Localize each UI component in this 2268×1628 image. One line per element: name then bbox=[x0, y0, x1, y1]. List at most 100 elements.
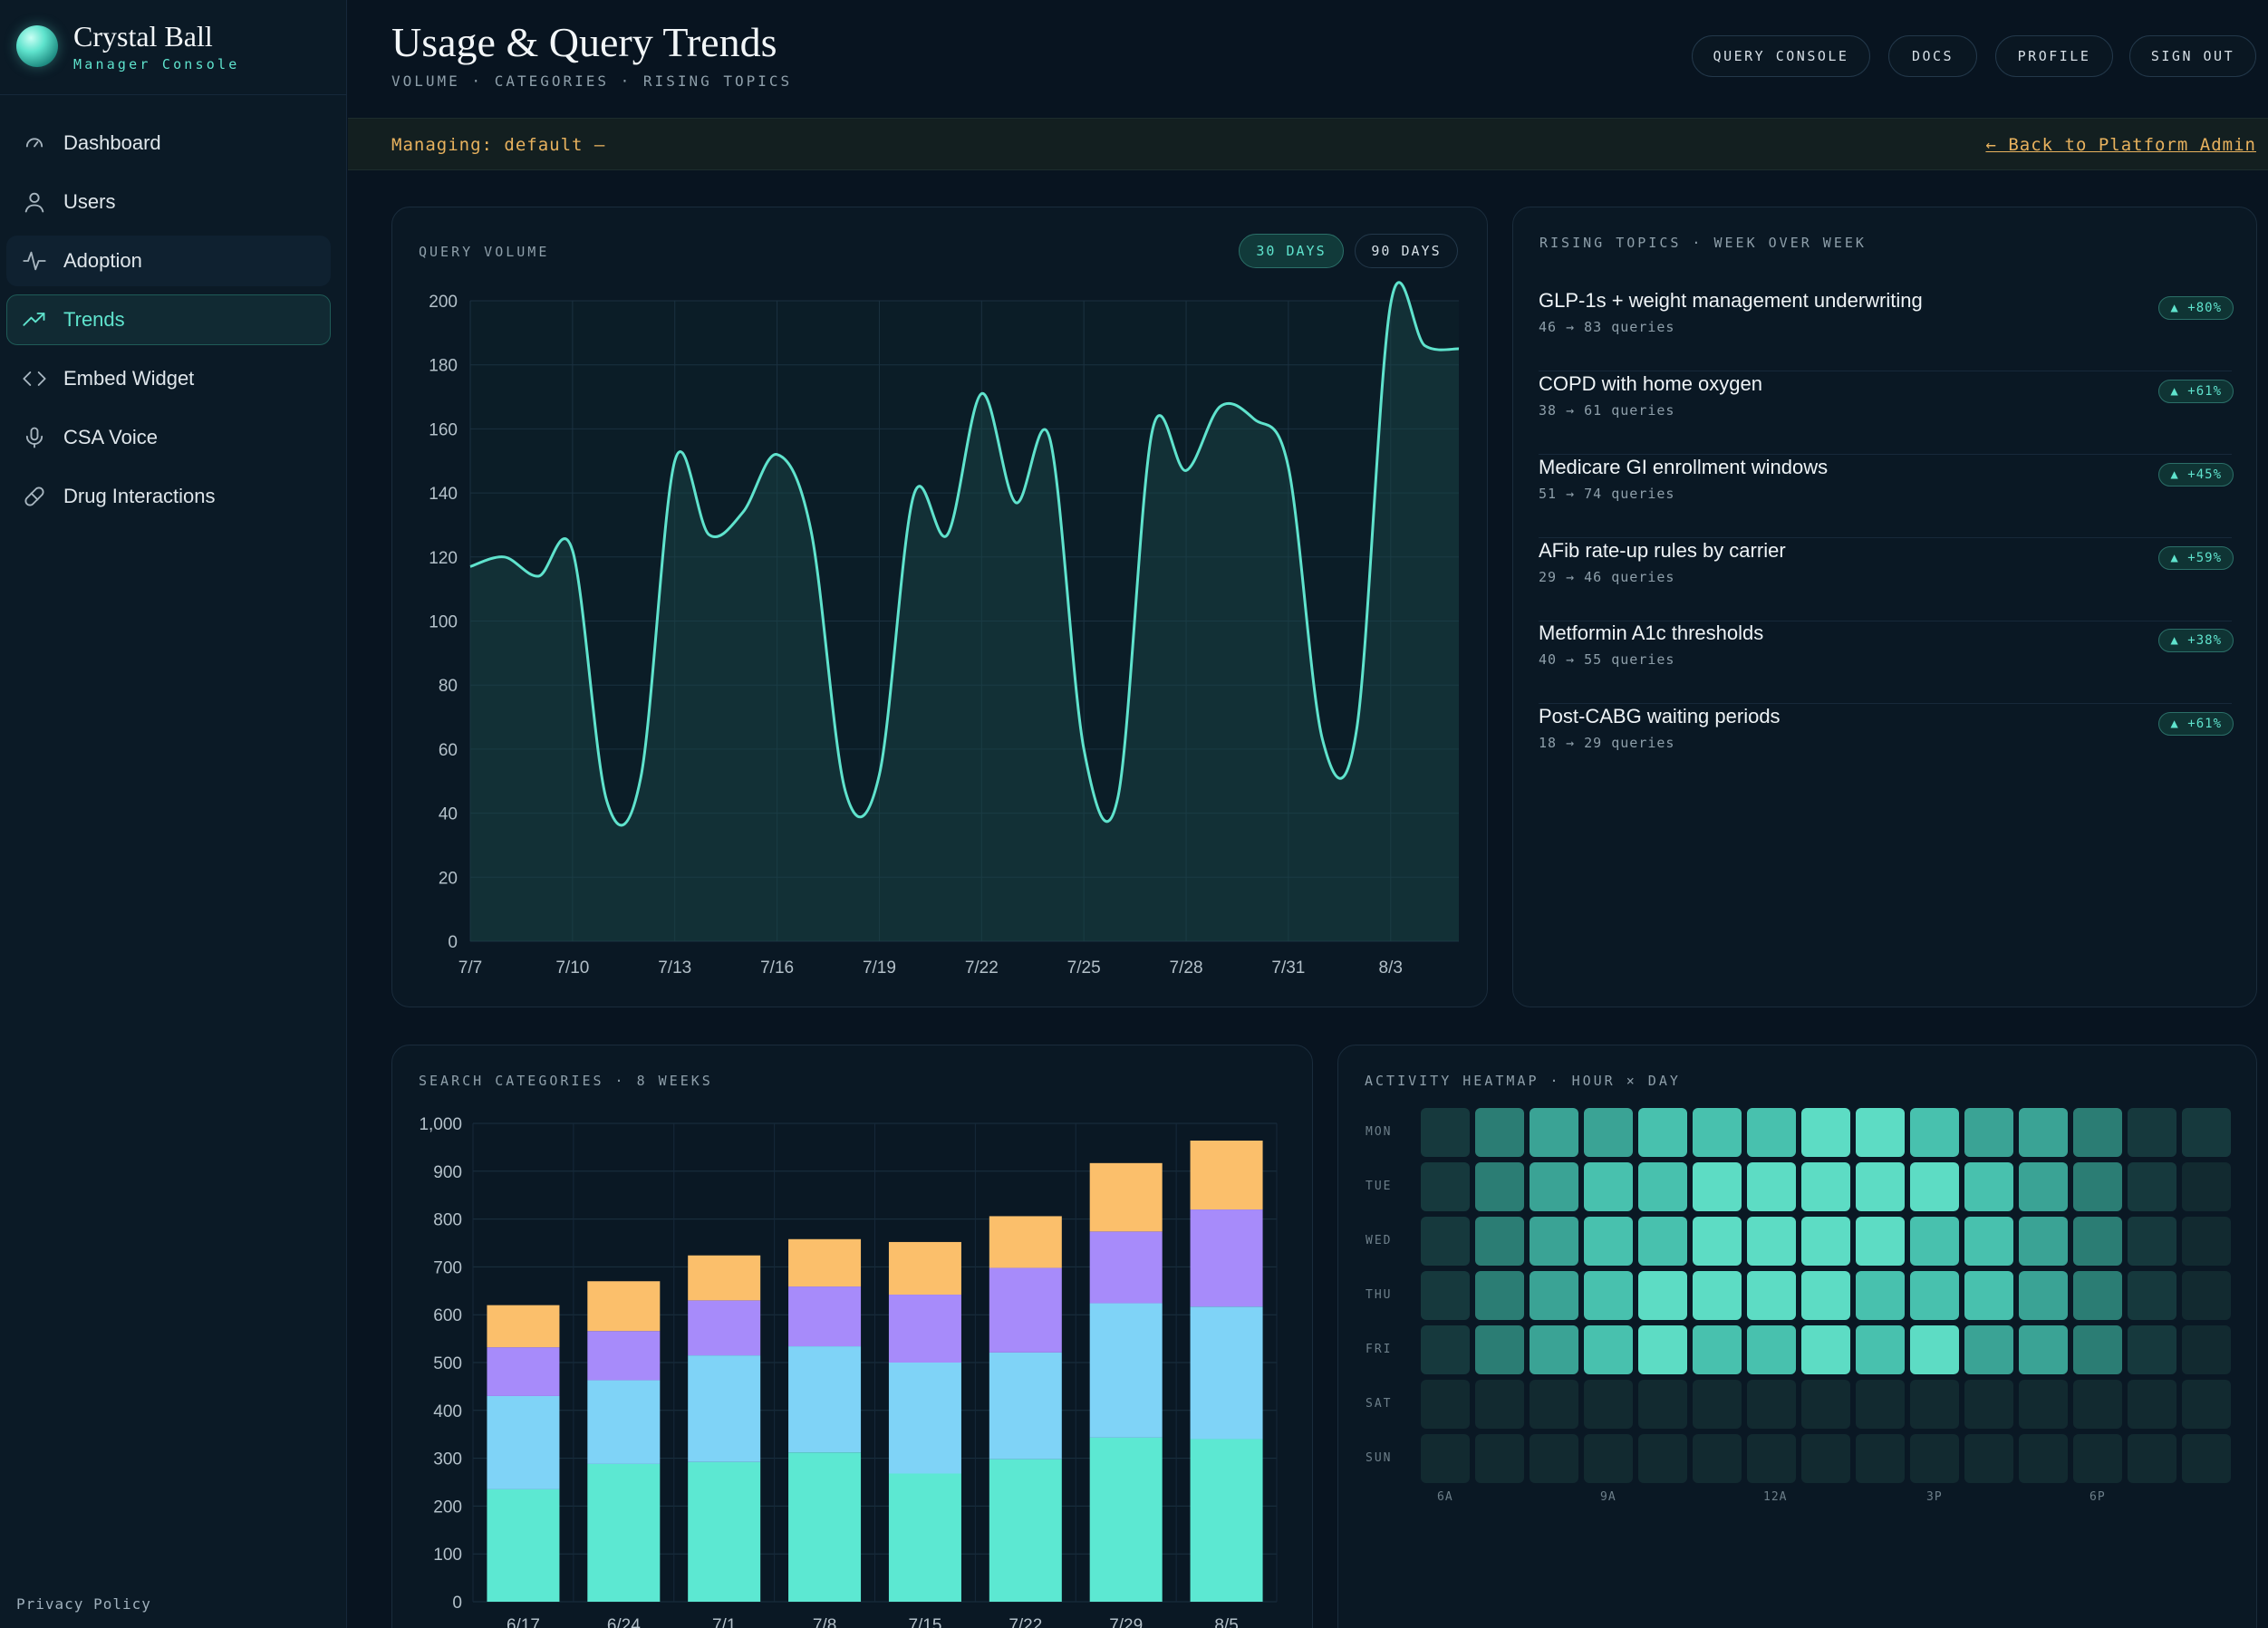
heatmap-cell bbox=[1584, 1434, 1633, 1483]
heatmap-cell bbox=[1638, 1108, 1687, 1157]
sidebar-item-dashboard[interactable]: Dashboard bbox=[6, 118, 331, 169]
topic-row[interactable]: GLP-1s + weight management underwriting … bbox=[1539, 289, 2234, 371]
sidebar-item-label: Dashboard bbox=[63, 131, 161, 154]
bar-segment bbox=[888, 1473, 961, 1602]
bar-segment bbox=[487, 1347, 560, 1396]
heatmap-cell bbox=[1530, 1162, 1578, 1211]
x-tick-label: 7/13 bbox=[658, 958, 691, 978]
heatmap-cell bbox=[2182, 1434, 2231, 1483]
back-to-platform-admin-link[interactable]: ← Back to Platform Admin bbox=[1985, 135, 2256, 155]
topic-row[interactable]: AFib rate-up rules by carrier 29 → 46 qu… bbox=[1539, 539, 2234, 621]
heatmap-cell bbox=[1856, 1380, 1905, 1429]
heatmap-day-label: SAT bbox=[1366, 1397, 1393, 1411]
y-tick-label: 0 bbox=[448, 933, 458, 952]
heatmap-cell bbox=[1530, 1271, 1578, 1320]
heatmap-cell bbox=[1475, 1108, 1524, 1157]
heatmap-cell bbox=[1801, 1108, 1850, 1157]
y-tick-label: 40 bbox=[439, 805, 458, 824]
heatmap-cell bbox=[2073, 1108, 2122, 1157]
heatmap-cell bbox=[2128, 1271, 2176, 1320]
y-tick-label: 1,000 bbox=[419, 1115, 462, 1134]
growth-badge: ▲ +45% bbox=[2158, 463, 2234, 486]
heatmap-cell bbox=[2073, 1325, 2122, 1374]
heatmap-cell bbox=[1910, 1380, 1959, 1429]
heatmap-cell bbox=[2182, 1271, 2231, 1320]
heatmap-cell bbox=[1801, 1217, 1850, 1266]
x-tick-label: 7/10 bbox=[555, 958, 589, 978]
heatmap-cell bbox=[2128, 1217, 2176, 1266]
heatmap-cell bbox=[1964, 1380, 2013, 1429]
heatmap-cell bbox=[1856, 1217, 1905, 1266]
sidebar-item-adoption[interactable]: Adoption bbox=[6, 236, 331, 286]
heatmap-cell bbox=[2073, 1217, 2122, 1266]
heatmap-hour-label: 6A bbox=[1437, 1490, 1453, 1504]
heatmap-cell bbox=[1747, 1217, 1796, 1266]
heatmap-cell bbox=[1693, 1325, 1742, 1374]
activity-icon bbox=[23, 251, 46, 271]
topic-row[interactable]: Medicare GI enrollment windows 51 → 74 q… bbox=[1539, 456, 2234, 538]
sign-out-button[interactable]: SIGN OUT bbox=[2129, 35, 2256, 77]
growth-badge: ▲ +61% bbox=[2158, 712, 2234, 736]
heatmap-cell bbox=[2019, 1217, 2068, 1266]
heatmap-cell bbox=[1964, 1434, 2013, 1483]
sidebar-item-users[interactable]: Users bbox=[6, 177, 331, 227]
bar-segment bbox=[1190, 1306, 1263, 1440]
y-tick-label: 800 bbox=[433, 1211, 462, 1230]
sidebar-item-drug-interactions[interactable]: Drug Interactions bbox=[6, 471, 331, 522]
heatmap-hour-label: 9A bbox=[1600, 1490, 1617, 1504]
heatmap-cell bbox=[1910, 1108, 1959, 1157]
growth-badge: ▲ +59% bbox=[2158, 546, 2234, 570]
heatmap-cell bbox=[1747, 1434, 1796, 1483]
topic-row[interactable]: COPD with home oxygen 38 → 61 queries ▲ … bbox=[1539, 372, 2234, 455]
heatmap-day-label: SUN bbox=[1366, 1451, 1393, 1465]
heatmap-cell bbox=[1747, 1162, 1796, 1211]
heatmap-cell bbox=[1801, 1271, 1850, 1320]
sidebar-item-label: Embed Widget bbox=[63, 367, 195, 390]
x-tick-label: 7/1 bbox=[712, 1616, 736, 1628]
sidebar-item-trends[interactable]: Trends bbox=[6, 294, 331, 345]
x-tick-label: 7/22 bbox=[965, 958, 999, 978]
bar-segment bbox=[788, 1238, 862, 1287]
bar-segment bbox=[1089, 1437, 1163, 1602]
toggle-90-days[interactable]: 90 DAYS bbox=[1355, 234, 1458, 268]
heatmap-cell bbox=[1584, 1325, 1633, 1374]
gauge-icon bbox=[25, 138, 43, 148]
profile-button[interactable]: PROFILE bbox=[1995, 35, 2113, 77]
toggle-30-days[interactable]: 30 DAYS bbox=[1239, 234, 1344, 268]
heatmap-cell bbox=[1856, 1325, 1905, 1374]
brand-subtitle: Manager Console bbox=[73, 56, 240, 72]
heatmap-cell bbox=[1475, 1217, 1524, 1266]
heatmap-cell bbox=[2182, 1325, 2231, 1374]
topic-row[interactable]: Post-CABG waiting periods 18 → 29 querie… bbox=[1539, 705, 2234, 787]
topic-title: AFib rate-up rules by carrier bbox=[1539, 539, 1786, 562]
topic-counts: 51 → 74 queries bbox=[1539, 486, 1675, 502]
heatmap-cell bbox=[1747, 1325, 1796, 1374]
heatmap-cell bbox=[2073, 1162, 2122, 1211]
heatmap-cell bbox=[1693, 1271, 1742, 1320]
x-tick-label: 6/17 bbox=[507, 1616, 540, 1628]
privacy-policy-link[interactable]: Privacy Policy bbox=[16, 1595, 151, 1613]
topic-row[interactable]: Metformin A1c thresholds 40 → 55 queries… bbox=[1539, 621, 2234, 704]
bar-segment bbox=[1089, 1231, 1163, 1304]
docs-button[interactable]: DOCS bbox=[1888, 35, 1977, 77]
bar-segment bbox=[989, 1267, 1062, 1353]
heatmap-cell bbox=[1801, 1380, 1850, 1429]
heatmap-cell bbox=[2128, 1162, 2176, 1211]
heatmap-cell bbox=[1747, 1380, 1796, 1429]
sidebar-item-embed-widget[interactable]: Embed Widget bbox=[6, 353, 331, 404]
heatmap-cell bbox=[1475, 1271, 1524, 1320]
heatmap-cell bbox=[2128, 1325, 2176, 1374]
y-tick-label: 100 bbox=[429, 613, 458, 632]
heatmap-cell bbox=[2182, 1380, 2231, 1429]
bar-segment bbox=[989, 1352, 1062, 1459]
heatmap-cell bbox=[1964, 1108, 2013, 1157]
heatmap-cell bbox=[2019, 1325, 2068, 1374]
heatmap-cell bbox=[1964, 1162, 2013, 1211]
heatmap-cell bbox=[1638, 1380, 1687, 1429]
sidebar-item-csa-voice[interactable]: CSA Voice bbox=[6, 412, 331, 463]
heatmap-cell bbox=[1693, 1434, 1742, 1483]
heatmap-cell bbox=[1638, 1325, 1687, 1374]
heatmap-cell bbox=[1693, 1108, 1742, 1157]
x-tick-label: 7/16 bbox=[760, 958, 794, 978]
query-console-button[interactable]: QUERY CONSOLE bbox=[1692, 35, 1870, 77]
